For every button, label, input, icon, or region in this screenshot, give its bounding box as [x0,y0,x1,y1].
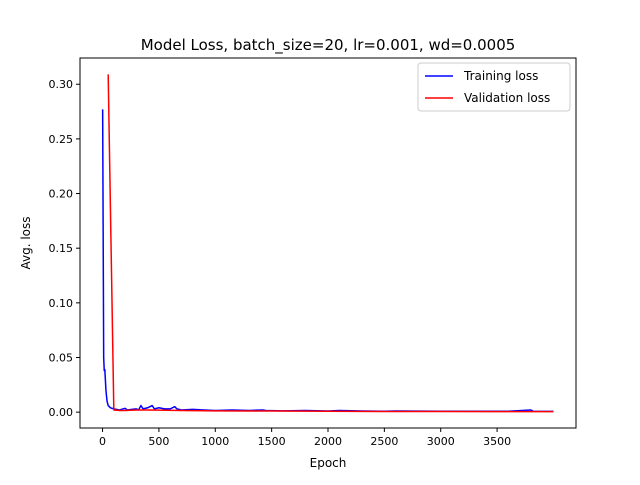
x-tick-label: 500 [148,435,169,448]
legend: Training loss Validation loss [417,62,571,112]
legend-label-validation-loss: Validation loss [464,91,550,105]
x-tick-label: 0 [99,435,106,448]
y-tick-label: 0.00 [49,406,74,419]
x-tick-label: 3000 [427,435,455,448]
axes-frame [79,57,577,429]
y-tick-label: 0.30 [49,78,74,91]
y-tick-label: 0.15 [49,242,74,255]
y-tick-label: 0.25 [49,133,74,146]
y-tick-label: 0.10 [49,297,74,310]
y-axis-label: Avg. loss [19,216,33,269]
x-tick-label: 2500 [370,435,398,448]
legend-label-training-loss: Training loss [463,69,538,83]
legend-box [417,62,571,112]
chart-title: Model Loss, batch_size=20, lr=0.001, wd=… [141,36,516,55]
y-tick-label: 0.20 [49,188,74,201]
y-tick-label: 0.05 [49,351,74,364]
x-tick-label: 3500 [483,435,511,448]
series-layer [101,74,554,413]
x-axis-ticks: 0 500 1000 1500 2000 2500 3000 3500 [99,428,511,448]
series-line-validation-loss [107,74,554,413]
x-tick-label: 2000 [314,435,342,448]
x-tick-label: 1000 [201,435,229,448]
y-axis-ticks: 0.00 0.05 0.10 0.15 0.20 0.25 0.30 [49,78,80,419]
x-tick-label: 1500 [258,435,286,448]
x-axis-label: Epoch [310,456,347,470]
